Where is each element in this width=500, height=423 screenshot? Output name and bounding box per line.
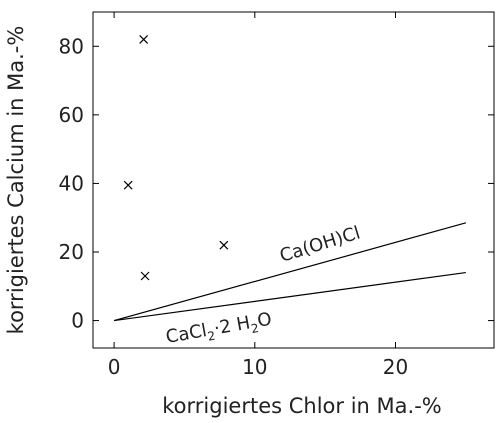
cacl2-line [114,271,466,322]
x-axis-label: korrigiertes Chlor in Ma.-% [162,394,441,418]
cacl2-line-label: CaCl2·2 H2O [164,309,274,351]
data-point [123,180,133,190]
y-axis-label: korrigiertes Calcium in Ma.-% [4,26,28,335]
y-tick-label: 60 [59,103,84,127]
data-point [139,35,149,44]
y-tick-label: 40 [59,171,84,195]
caohcl-line [113,222,467,322]
caohcl-line-label: Ca(OH)Cl [277,222,362,266]
data-point [219,240,229,250]
plot-frame [92,11,495,349]
x-tick-label: 10 [242,355,267,379]
axes: 0 10 20 0 20 40 60 80 [59,11,495,379]
plot-area [113,35,467,322]
y-tick-label: 20 [59,240,84,264]
x-tick-label: 0 [108,355,121,379]
y-tick-label: 80 [59,34,84,58]
data-point [140,271,150,281]
x-tick-label: 20 [383,355,408,379]
y-tick-label: 0 [71,309,84,333]
